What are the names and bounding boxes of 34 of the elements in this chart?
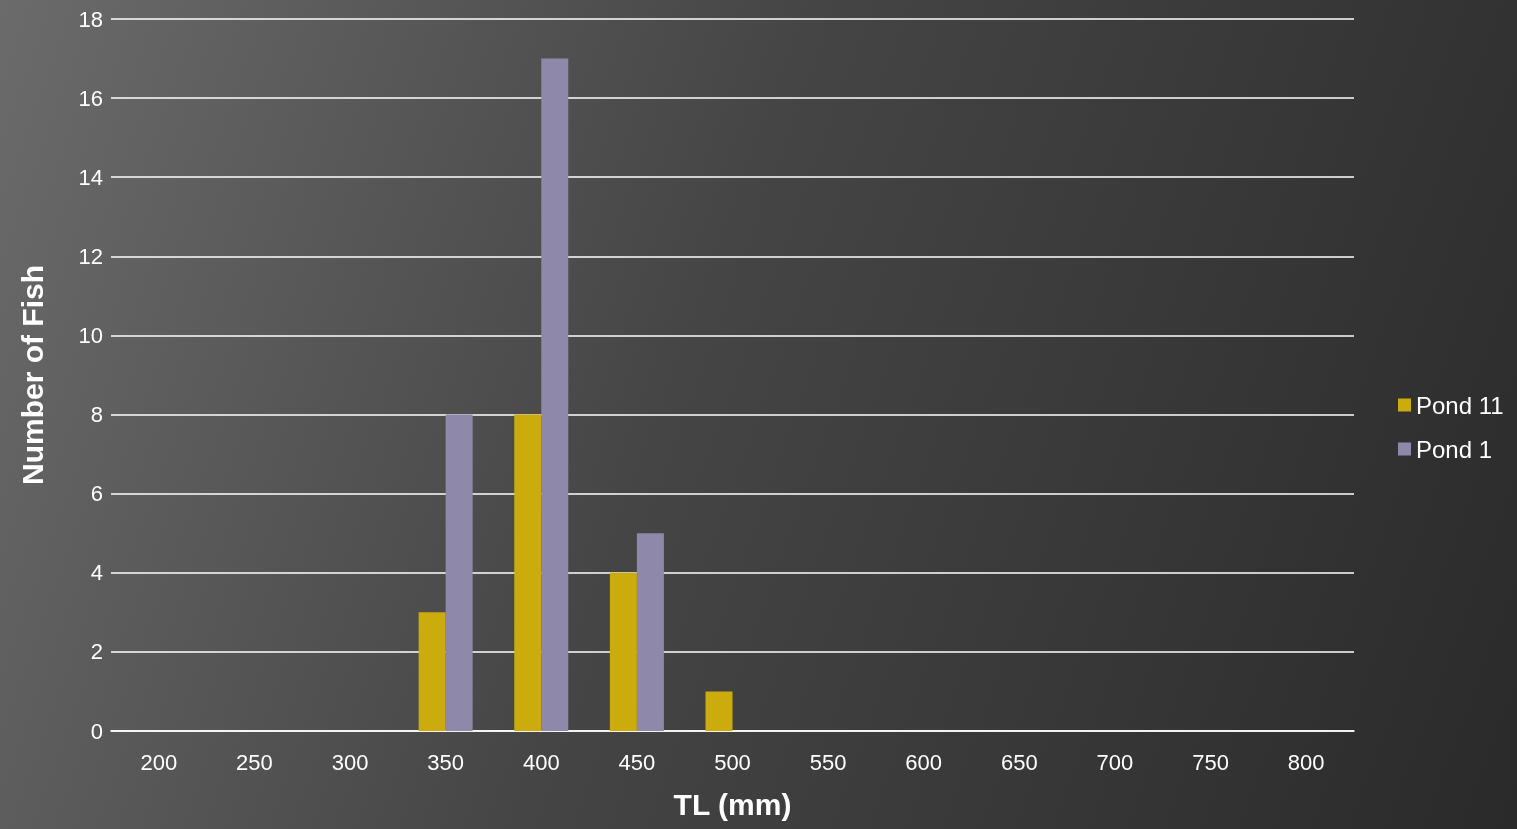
y-tick-label: 6 bbox=[90, 481, 103, 507]
x-tick-label: 550 bbox=[809, 749, 847, 775]
bar bbox=[705, 691, 733, 731]
x-tick-label: 600 bbox=[905, 749, 943, 775]
y-tick-label: 18 bbox=[78, 6, 103, 32]
y-tick-label: 0 bbox=[90, 718, 103, 744]
x-tick-label: 800 bbox=[1287, 749, 1325, 775]
y-tick-label: 2 bbox=[90, 639, 103, 665]
x-tick-label: 700 bbox=[1096, 749, 1134, 775]
x-tick-label: 450 bbox=[618, 749, 656, 775]
y-tick-label: 16 bbox=[78, 85, 103, 111]
x-tick-label: 350 bbox=[427, 749, 465, 775]
y-tick-label: 4 bbox=[90, 560, 103, 586]
x-tick-label: 200 bbox=[140, 749, 178, 775]
bar bbox=[514, 414, 542, 731]
y-axis-title: Number of Fish bbox=[15, 264, 49, 486]
bar bbox=[445, 414, 473, 731]
bar bbox=[636, 533, 664, 731]
bar bbox=[541, 58, 569, 731]
y-tick-label: 8 bbox=[90, 402, 103, 428]
x-tick-label: 500 bbox=[714, 749, 751, 775]
x-axis-title: TL (mm) bbox=[673, 787, 792, 821]
bar bbox=[418, 612, 446, 731]
x-tick-label: 650 bbox=[1000, 749, 1038, 775]
x-tick-label: 300 bbox=[331, 749, 369, 775]
y-tick-label: 10 bbox=[78, 322, 103, 348]
y-tick-label: 14 bbox=[78, 164, 103, 190]
x-tick-label: 750 bbox=[1192, 749, 1229, 775]
legend-label: Pond 11 bbox=[1416, 391, 1504, 419]
x-tick-label: 400 bbox=[522, 749, 560, 775]
bar bbox=[609, 572, 637, 731]
legend-label: Pond 1 bbox=[1416, 435, 1493, 463]
y-tick-label: 12 bbox=[78, 243, 103, 269]
x-tick-label: 250 bbox=[236, 749, 273, 775]
